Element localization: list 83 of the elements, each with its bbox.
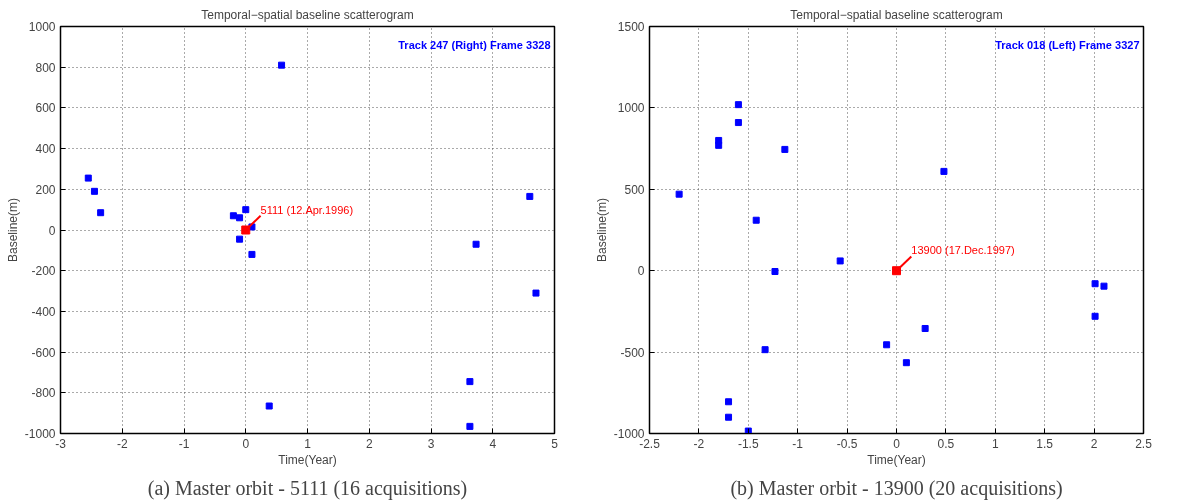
point <box>940 167 948 175</box>
x-tick-label: 2 <box>365 436 373 451</box>
text: (b) Master orbit - 13900 (20 acquisitions) <box>730 476 1063 500</box>
point <box>241 225 251 235</box>
point <box>97 209 105 217</box>
y-tick-label: 1500 <box>617 20 645 34</box>
text: (a) Master orbit - 5111 (16 acquisitions) <box>147 476 468 500</box>
point <box>771 268 779 276</box>
x-tick-label: 0.5 <box>937 436 955 451</box>
y-tick-label: 0 <box>637 264 645 279</box>
x-tick-label: 1 <box>304 436 312 451</box>
point <box>472 240 480 248</box>
y-axis-title: Baseline(m) <box>5 197 20 263</box>
point <box>675 190 683 198</box>
point <box>236 235 244 243</box>
x-tick-label: 2.5 <box>1135 436 1153 451</box>
x-tick-label: -2 <box>116 436 128 451</box>
point <box>466 422 474 430</box>
chart-title: Temporal−spatial baseline scatterogram <box>790 7 1003 22</box>
point <box>902 359 910 367</box>
annotation: 5111 (12.Apr.1996) <box>260 203 354 216</box>
point <box>84 174 92 182</box>
y-tick-label: 0 <box>48 223 56 238</box>
point <box>725 413 733 421</box>
point <box>734 101 742 109</box>
point <box>242 206 250 214</box>
chart-title: Temporal−spatial baseline scatterogram <box>201 7 414 22</box>
y-tick-label: -1000 <box>24 427 56 441</box>
x-axis-title: Time(Year) <box>278 452 337 467</box>
y-tick-label: 500 <box>624 182 645 197</box>
y-tick-label: 600 <box>35 101 56 116</box>
y-tick-label: 200 <box>35 182 56 197</box>
y-tick-label: 400 <box>35 142 56 157</box>
point <box>1091 280 1099 288</box>
x-tick-label: 4 <box>489 436 497 451</box>
point <box>265 402 273 410</box>
x-tick-label: 2 <box>1090 436 1098 451</box>
y-axis-title: Baseline(m) <box>594 197 609 263</box>
point <box>836 257 844 265</box>
x-tick-label: 0 <box>893 436 901 451</box>
x-tick-label: -0.5 <box>836 436 858 451</box>
y-tick-label: 1000 <box>28 20 56 34</box>
point <box>248 250 256 258</box>
x-tick-label: -1.5 <box>737 436 759 451</box>
point <box>1091 312 1099 320</box>
point <box>761 346 769 354</box>
x-tick-label: 3 <box>427 436 435 451</box>
x-axis-title: Time(Year) <box>867 452 926 467</box>
x-tick-label: 1 <box>991 436 999 451</box>
point <box>229 212 237 220</box>
y-tick-label: -600 <box>31 345 56 360</box>
point <box>921 324 929 332</box>
x-tick-label: 5 <box>551 436 559 451</box>
x-tick-label: -1 <box>178 436 190 451</box>
annotation: Track 018 (Left) Frame 3327 <box>995 38 1140 51</box>
annotation: 13900 (17.Dec.1997) <box>911 244 1015 257</box>
point <box>752 216 760 224</box>
x-tick-label: -3 <box>55 436 67 451</box>
x-tick-label: -1 <box>792 436 804 451</box>
point <box>744 427 752 434</box>
point <box>466 378 474 386</box>
point <box>781 145 789 153</box>
point <box>715 141 723 149</box>
x-tick-label: 0 <box>242 436 250 451</box>
y-tick-label: -500 <box>620 345 645 360</box>
y-tick-label: 1000 <box>617 101 645 116</box>
point <box>236 214 244 222</box>
x-tick-label: -2 <box>693 436 705 451</box>
point <box>725 398 733 406</box>
x-tick-label: 1.5 <box>1036 436 1054 451</box>
point <box>526 192 534 200</box>
y-tick-label: -1000 <box>613 427 645 441</box>
point <box>90 187 98 195</box>
point <box>883 341 891 349</box>
y-tick-label: -200 <box>31 264 56 279</box>
y-tick-label: -400 <box>31 304 56 319</box>
point <box>278 61 286 69</box>
y-tick-label: -800 <box>31 386 56 401</box>
annotation: Track 247 (Right) Frame 3328 <box>398 38 551 51</box>
point <box>734 119 742 127</box>
point <box>1100 282 1108 290</box>
y-tick-label: 800 <box>35 60 56 75</box>
point <box>532 289 540 297</box>
